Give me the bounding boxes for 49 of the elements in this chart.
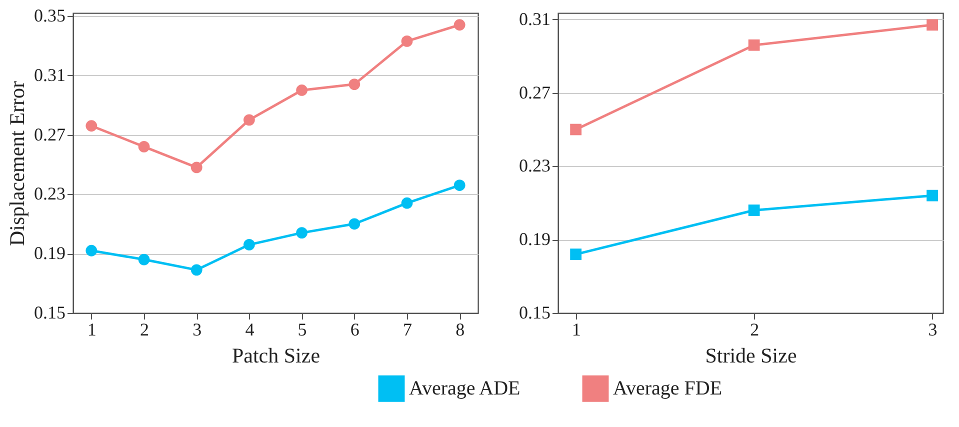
point [138,140,150,152]
y-tick-label: 0.27 [34,124,66,144]
point [348,78,360,90]
point [570,248,582,260]
x-tick-label: 3 [928,320,938,340]
point [86,244,98,256]
x-axis-title: Stride Size [705,344,797,368]
x-tick-label: 4 [245,320,254,340]
point [190,264,202,276]
x-tick-label: 1 [572,320,581,340]
point [401,36,413,47]
y-tick-label: 0.35 [34,5,66,26]
x-tick-label: 2 [750,320,760,340]
x-tick-label: 3 [192,320,202,340]
point [926,19,938,31]
y-tick-label: 0.15 [34,302,66,322]
y-tick-label: 0.23 [34,184,66,204]
point [748,39,760,51]
y-axis-title: Displacement Error [5,80,29,246]
point [926,190,938,202]
point [244,238,255,250]
y-tick-label: 0.15 [519,302,550,322]
point [244,114,255,126]
y-tick-label: 0.31 [34,64,66,85]
legend-label: Average ADE [409,378,520,400]
point [296,84,308,96]
y-tick-label: 0.19 [519,229,550,250]
x-tick-label: 5 [298,320,307,340]
point [748,204,760,216]
point [348,218,360,230]
y-tick-label: 0.27 [519,82,550,102]
point [190,162,202,174]
y-tick-label: 0.23 [519,156,550,176]
x-tick-label: 8 [456,320,465,340]
y-tick-label: 0.31 [519,8,550,29]
point [454,180,466,191]
point [570,124,582,136]
point [86,120,98,132]
point [401,197,413,209]
point [454,19,466,31]
x-tick-label: 1 [87,320,96,340]
point [138,254,150,266]
y-tick-label: 0.19 [34,243,66,264]
legend-label: Average FDE [613,378,722,400]
x-axis-title: Patch Size [232,344,320,368]
point [296,227,308,238]
x-tick-label: 6 [350,320,360,340]
x-tick-label: 7 [402,320,412,340]
x-tick-label: 2 [140,320,150,340]
